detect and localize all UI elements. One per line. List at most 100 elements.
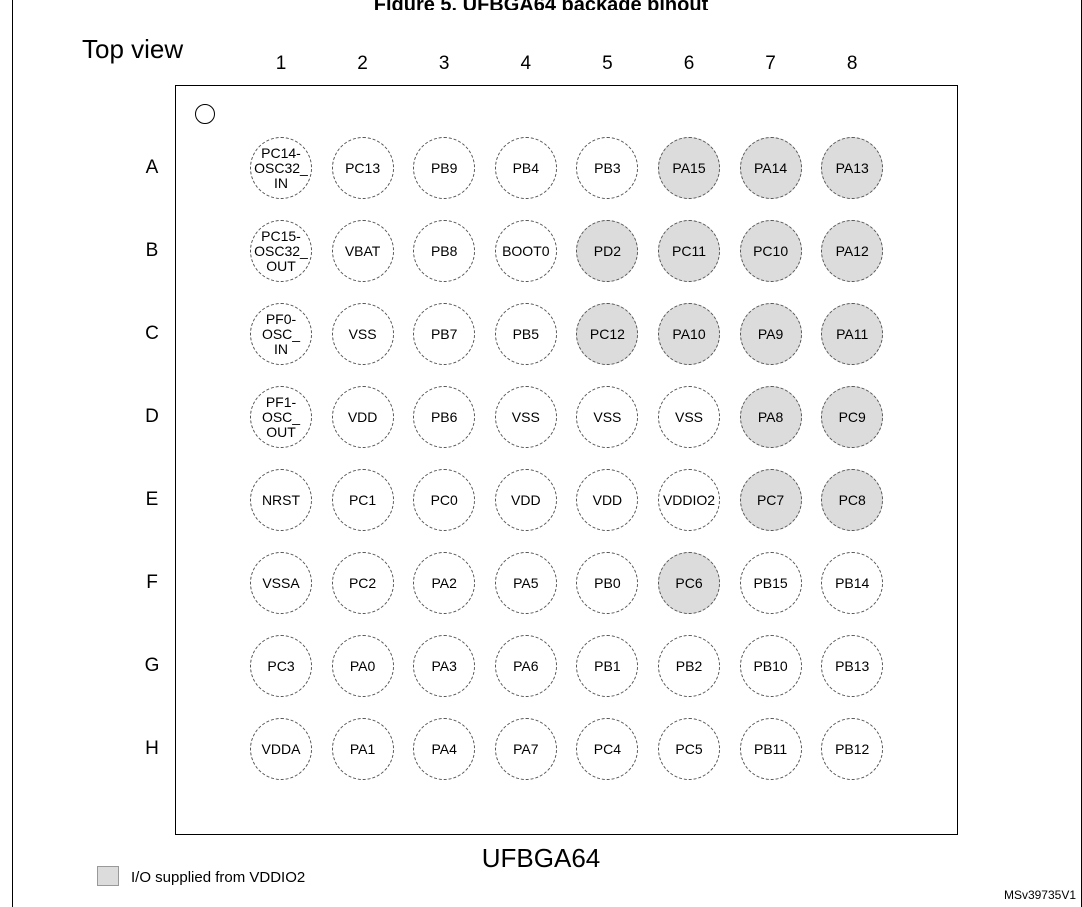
ball-label: NRST <box>261 491 301 508</box>
ball-label: PB8 <box>430 242 458 259</box>
ball-label: PC7 <box>756 491 785 508</box>
ball-F6: PC6 <box>658 552 720 614</box>
ball-label: PA13 <box>835 159 869 176</box>
ball-label: PA14 <box>753 159 788 176</box>
ball-label: VDD <box>511 491 541 508</box>
ball-B4: BOOT0 <box>494 220 557 282</box>
ball-label: VSS <box>511 408 540 425</box>
ball-label: VDDA <box>261 740 301 757</box>
column-label: 5 <box>602 53 613 74</box>
ball-C1: PF0- OSC_ IN <box>250 303 312 365</box>
row-label: F <box>146 572 158 593</box>
ball-E1: NRST <box>250 469 312 531</box>
ball-label: PC1 <box>348 491 377 508</box>
column-label: 2 <box>357 53 368 74</box>
ball-H8: PB12 <box>821 718 884 780</box>
ball-label: PB12 <box>835 740 870 757</box>
reference-code: MSv39735V1 <box>1003 888 1076 902</box>
package-name: UFBGA64 <box>481 843 601 873</box>
ball-C4: PB5 <box>494 303 557 365</box>
ball-G1: PC3 <box>250 635 312 697</box>
row-label: C <box>145 323 159 344</box>
ball-label: PC13 <box>345 159 381 176</box>
ball-G3: PA3 <box>413 635 476 697</box>
ball-D7: PA8 <box>739 386 802 448</box>
ball-label: PC5 <box>675 740 703 757</box>
ball-label: PA0 <box>349 657 376 674</box>
ball-label: PA6 <box>513 657 539 674</box>
column-label: 6 <box>683 53 695 74</box>
ball-H4: PA7 <box>494 718 557 780</box>
row-label: G <box>144 655 160 676</box>
ball-label: PA15 <box>672 159 706 176</box>
row-label: H <box>145 738 159 759</box>
ball-F7: PB15 <box>739 552 802 614</box>
ball-E7: PC7 <box>739 469 802 531</box>
ball-label: PB0 <box>594 574 621 591</box>
ball-C7: PA9 <box>739 303 802 365</box>
ball-A1: PC14- OSC32_ IN <box>250 137 312 199</box>
ball-C3: PB7 <box>413 303 476 365</box>
ball-label: PC0 <box>430 491 458 508</box>
ball-label: PB13 <box>835 657 870 674</box>
ball-label: VBAT <box>344 242 381 259</box>
ball-D3: PB6 <box>413 386 476 448</box>
ball-label: PC11 <box>672 242 706 259</box>
ball-B2: VBAT <box>331 220 394 282</box>
ball-label: PB4 <box>512 159 540 176</box>
pin1-marker <box>195 104 215 124</box>
figure-caption: Figure 5. UFBGA64 package pinout <box>0 0 1082 10</box>
ball-H7: PB11 <box>739 718 802 780</box>
ball-G5: PB1 <box>576 635 639 697</box>
ball-label: VDD <box>592 491 623 508</box>
ball-B6: PC11 <box>658 220 720 282</box>
ball-label: VDD <box>347 408 378 425</box>
ball-B1: PC15- OSC32_ OUT <box>250 220 312 282</box>
ball-H1: VDDA <box>250 718 312 780</box>
ball-D6: VSS <box>658 386 720 448</box>
ball-label: PB6 <box>430 408 458 425</box>
ball-label: PB1 <box>594 657 621 674</box>
ball-F3: PA2 <box>413 552 476 614</box>
column-label: 7 <box>765 53 776 74</box>
ball-label: PA4 <box>431 740 457 757</box>
legend-swatch <box>97 866 119 886</box>
ball-G8: PB13 <box>821 635 884 697</box>
ball-label: PA2 <box>431 574 457 591</box>
ball-label: BOOT0 <box>502 242 550 259</box>
ball-E3: PC0 <box>413 469 476 531</box>
ball-B3: PB8 <box>413 220 476 282</box>
ball-E4: VDD <box>494 469 557 531</box>
column-label: 4 <box>520 53 532 74</box>
ball-label: PF0- OSC_ IN <box>261 310 301 357</box>
ball-G2: PA0 <box>331 635 394 697</box>
ball-D8: PC9 <box>821 386 884 448</box>
ball-label: PA12 <box>835 242 869 259</box>
ball-label: PC3 <box>267 657 295 674</box>
ball-A7: PA14 <box>739 137 802 199</box>
ball-label: PC14- OSC32_ IN <box>254 144 308 191</box>
row-label: A <box>145 157 159 178</box>
ball-H5: PC4 <box>576 718 639 780</box>
ball-label: PA7 <box>513 740 539 757</box>
ball-C6: PA10 <box>658 303 720 365</box>
row-label: E <box>145 489 159 510</box>
ball-label: PA8 <box>757 408 784 425</box>
ball-C2: VSS <box>331 303 394 365</box>
ball-E8: PC8 <box>821 469 884 531</box>
top-view-label: Top view <box>82 34 184 64</box>
package-outline <box>175 85 958 835</box>
ball-H2: PA1 <box>331 718 394 780</box>
ball-G6: PB2 <box>658 635 720 697</box>
ball-label: VSS <box>674 408 703 425</box>
ball-label: PC10 <box>753 242 789 259</box>
ball-H6: PC5 <box>658 718 720 780</box>
ball-label: PF1- OSC_ OUT <box>261 393 301 440</box>
ball-label: PB5 <box>512 325 540 342</box>
ball-F8: PB14 <box>821 552 884 614</box>
ball-label: PC4 <box>593 740 621 757</box>
ball-label: PC8 <box>838 491 866 508</box>
ball-label: PB9 <box>430 159 458 176</box>
column-label: 8 <box>846 53 858 74</box>
ball-label: PA11 <box>836 325 869 342</box>
